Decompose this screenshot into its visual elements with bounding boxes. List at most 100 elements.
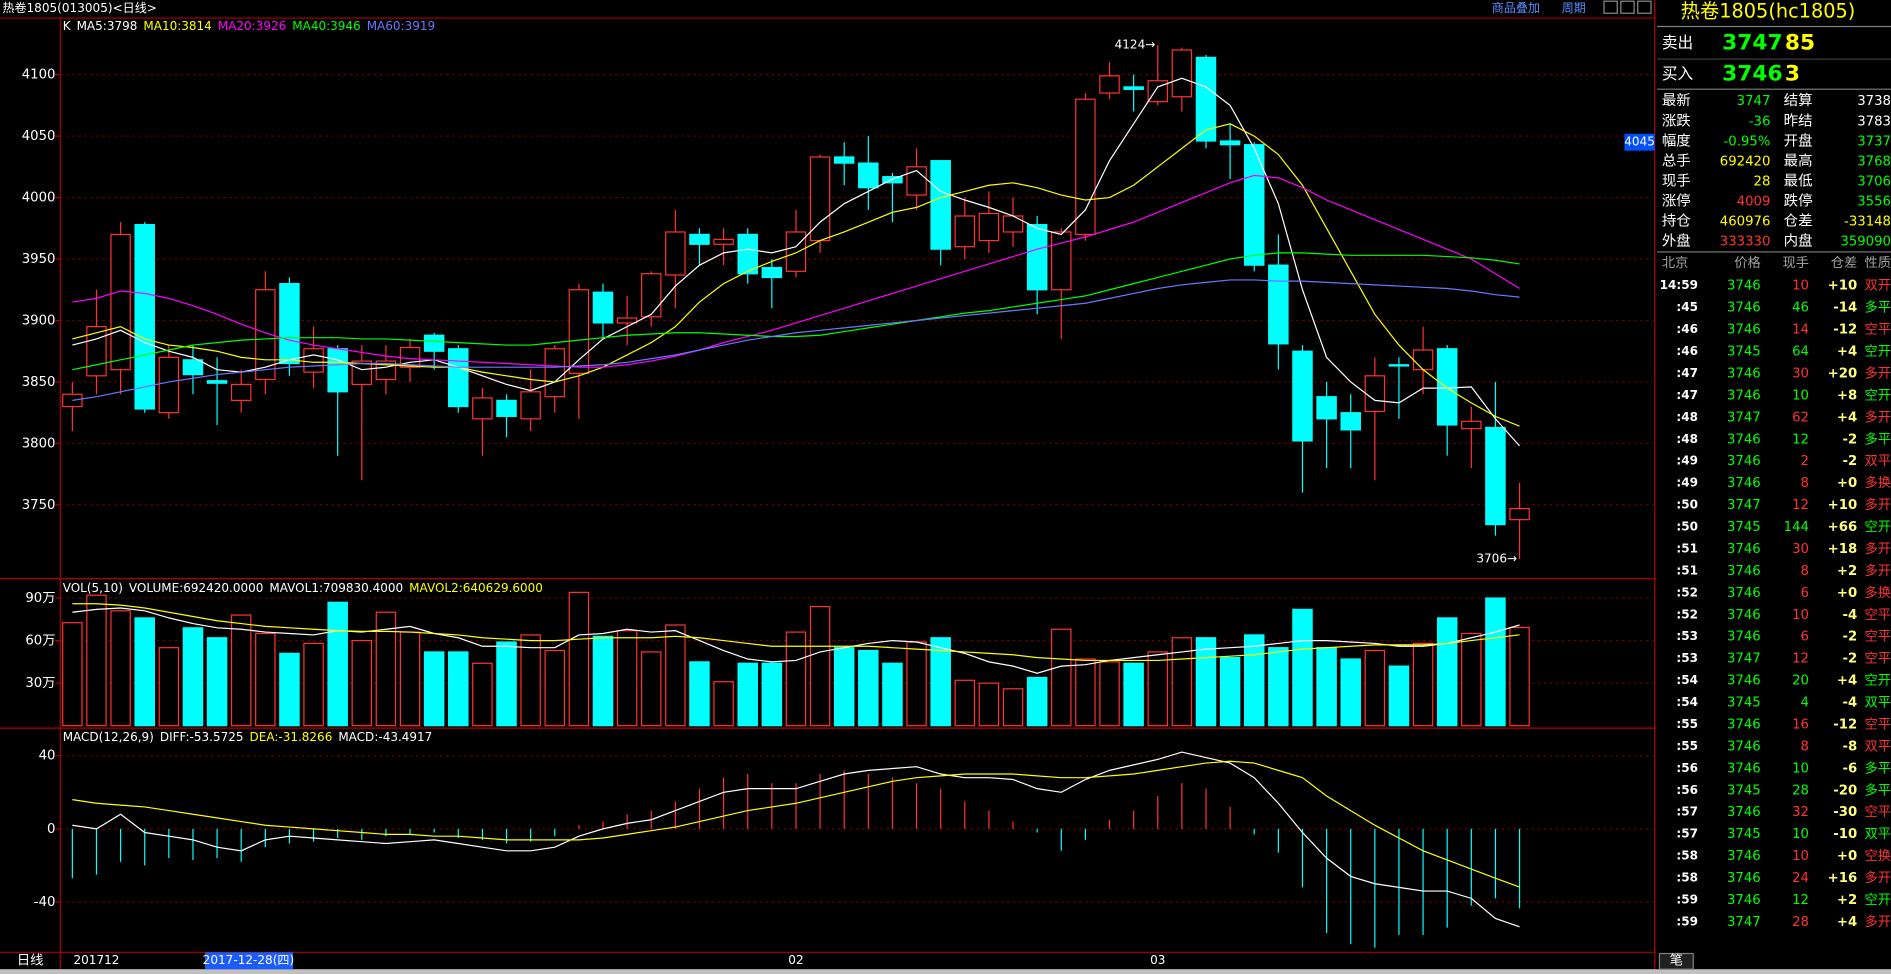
- legend-item: MACD-43.4917: [338, 730, 432, 744]
- tick-change: -14: [1833, 301, 1857, 316]
- candle-body: [809, 156, 831, 242]
- stat-label: 昨结: [1784, 112, 1813, 129]
- y-tick-label: 40: [39, 749, 56, 764]
- legend-value: -43.4917: [378, 729, 433, 744]
- tick-change: +4: [1837, 410, 1857, 425]
- candle-body: [279, 283, 300, 365]
- candle-body: [616, 317, 638, 324]
- tick-volume: 64: [1792, 345, 1809, 360]
- legend-name: MAVOL1: [269, 581, 323, 595]
- candle-body: [1292, 350, 1313, 442]
- window-button[interactable]: [1637, 0, 1652, 14]
- tick-volume: 12: [1792, 893, 1809, 908]
- tick-time: :53: [1676, 629, 1698, 643]
- volume-bar: [785, 631, 807, 727]
- ma-line: [72, 174, 1520, 368]
- stat-value: 692420: [1720, 154, 1771, 169]
- tick-price: 3745: [1727, 696, 1761, 711]
- tick-time: :49: [1676, 454, 1698, 468]
- tick-type: 空开: [1864, 673, 1891, 689]
- tick-change: -30: [1833, 805, 1857, 820]
- stat-label: 现手: [1662, 172, 1691, 189]
- tick-volume: 28: [1792, 783, 1809, 798]
- tick-type: 多换: [1864, 474, 1891, 491]
- stat-value: 28: [1754, 174, 1771, 189]
- tick-volume: 28: [1792, 915, 1809, 930]
- menu-item[interactable]: 商品叠加: [1492, 0, 1540, 15]
- volume-bar: [640, 651, 662, 727]
- ma-line: [72, 123, 1520, 427]
- stat-label: 涨跌: [1662, 112, 1691, 129]
- cursor-value-box: [1624, 133, 1655, 151]
- tick-volume: 16: [1792, 717, 1809, 732]
- quote-title: 热卷1805(hc1805): [1681, 0, 1856, 23]
- tick-volume: 8: [1801, 739, 1809, 754]
- menu-item[interactable]: 周期: [1562, 1, 1586, 15]
- tick-volume: 12: [1792, 432, 1809, 447]
- tick-time: :55: [1676, 739, 1698, 753]
- tick-volume: 144: [1784, 520, 1809, 535]
- tick-price: 3746: [1727, 476, 1761, 491]
- tick-time: :55: [1676, 717, 1698, 731]
- volume-bar: [833, 647, 855, 727]
- candle-body: [1026, 223, 1048, 291]
- stat-value: 3783: [1857, 114, 1891, 129]
- tick-volume: 30: [1792, 366, 1809, 381]
- volume-bar: [1219, 657, 1241, 727]
- tab-label[interactable]: 笔: [1670, 953, 1683, 969]
- stat-value: 3556: [1857, 194, 1891, 209]
- stat-value: -33148: [1844, 214, 1891, 229]
- column-header: 现手: [1782, 255, 1809, 271]
- volume-bar: [1002, 688, 1024, 727]
- tick-time: :54: [1676, 673, 1698, 687]
- tick-price: 3746: [1727, 564, 1761, 579]
- extreme-label: 3706→: [1476, 551, 1517, 565]
- tick-type: 多平: [1864, 759, 1891, 776]
- tick-price: 3745: [1727, 345, 1761, 360]
- stat-value: 3738: [1857, 94, 1891, 109]
- window-button[interactable]: [1620, 0, 1635, 14]
- tick-volume: 2: [1801, 454, 1809, 469]
- legend-label: VOL(5,10): [62, 581, 123, 596]
- stat-value: -0.95%: [1724, 134, 1771, 149]
- ma-line: [72, 77, 1521, 447]
- tick-price: 3746: [1727, 717, 1761, 732]
- legend-value: 692420.0000: [183, 581, 264, 596]
- legend-name: MA60: [367, 19, 405, 33]
- extreme-label: 4124→: [1115, 38, 1156, 52]
- order-label: 卖出: [1662, 33, 1693, 52]
- tab[interactable]: [1658, 952, 1694, 970]
- volume-bar: [1195, 637, 1217, 727]
- tick-change: -4: [1843, 608, 1858, 623]
- legend-label: MACD(12,26,9): [62, 729, 154, 744]
- volume-bar: [1099, 661, 1120, 727]
- tick-change: +18: [1828, 542, 1858, 557]
- legend-name: DEA: [250, 730, 279, 744]
- legend-item: MA53798: [77, 19, 138, 33]
- volume-bar: [158, 647, 180, 727]
- tick-price: 3746: [1727, 893, 1761, 908]
- tick-change: -2: [1843, 652, 1858, 667]
- volume-bar: [134, 617, 155, 727]
- tick-type: 空平: [1864, 607, 1891, 623]
- candle-body: [858, 162, 879, 189]
- candle-body: [1099, 75, 1120, 94]
- y-tick-label: 3750: [22, 498, 56, 513]
- y-tick-label: 3850: [22, 375, 56, 390]
- tick-volume: 24: [1792, 871, 1809, 886]
- tick-time: :47: [1676, 388, 1698, 402]
- window-button[interactable]: [1603, 0, 1618, 14]
- tick-price: 3745: [1727, 520, 1761, 535]
- volume-bar: [1316, 647, 1337, 727]
- tick-price: 3746: [1727, 739, 1761, 754]
- period-tab[interactable]: 日线: [17, 953, 44, 969]
- tick-time: :56: [1676, 761, 1698, 775]
- cursor-date: 2017-12-28(四): [203, 953, 294, 967]
- tick-volume: 10: [1792, 761, 1809, 776]
- volume-bar: [1436, 617, 1458, 727]
- tick-change: -6: [1843, 761, 1858, 776]
- column-header: 北京: [1662, 255, 1689, 271]
- stat-value: 3737: [1857, 134, 1891, 149]
